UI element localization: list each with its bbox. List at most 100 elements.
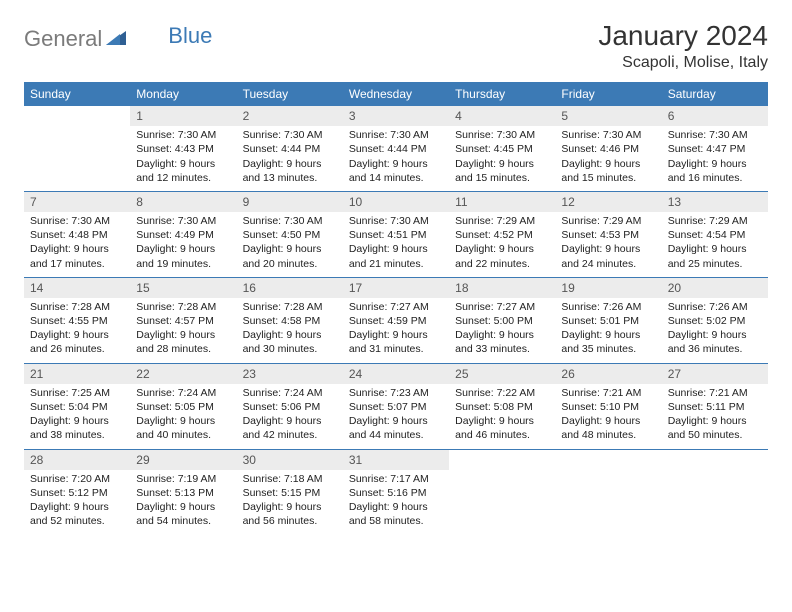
- sunset-text: Sunset: 4:46 PM: [561, 142, 655, 156]
- day-cell: 6Sunrise: 7:30 AMSunset: 4:47 PMDaylight…: [662, 106, 768, 191]
- logo-text-blue: Blue: [168, 23, 212, 49]
- daylight-text: Daylight: 9 hours and 50 minutes.: [668, 414, 762, 442]
- sunset-text: Sunset: 4:54 PM: [668, 228, 762, 242]
- sunset-text: Sunset: 5:01 PM: [561, 314, 655, 328]
- sunset-text: Sunset: 5:05 PM: [136, 400, 230, 414]
- day-cell: 19Sunrise: 7:26 AMSunset: 5:01 PMDayligh…: [555, 278, 661, 363]
- day-cell: [24, 106, 130, 191]
- daylight-text: Daylight: 9 hours and 16 minutes.: [668, 157, 762, 185]
- day-body: Sunrise: 7:30 AMSunset: 4:46 PMDaylight:…: [555, 126, 661, 191]
- day-body: Sunrise: 7:18 AMSunset: 5:15 PMDaylight:…: [237, 470, 343, 535]
- sunrise-text: Sunrise: 7:28 AM: [136, 300, 230, 314]
- daylight-text: Daylight: 9 hours and 19 minutes.: [136, 242, 230, 270]
- daylight-text: Daylight: 9 hours and 13 minutes.: [243, 157, 337, 185]
- sunset-text: Sunset: 4:59 PM: [349, 314, 443, 328]
- day-number: [24, 106, 130, 126]
- day-number: 11: [449, 192, 555, 212]
- day-cell: 3Sunrise: 7:30 AMSunset: 4:44 PMDaylight…: [343, 106, 449, 191]
- daylight-text: Daylight: 9 hours and 31 minutes.: [349, 328, 443, 356]
- day-cell: 23Sunrise: 7:24 AMSunset: 5:06 PMDayligh…: [237, 364, 343, 449]
- day-body: Sunrise: 7:19 AMSunset: 5:13 PMDaylight:…: [130, 470, 236, 535]
- sunrise-text: Sunrise: 7:30 AM: [30, 214, 124, 228]
- sunrise-text: Sunrise: 7:17 AM: [349, 472, 443, 486]
- sunrise-text: Sunrise: 7:30 AM: [243, 214, 337, 228]
- day-number: 6: [662, 106, 768, 126]
- week-row: 14Sunrise: 7:28 AMSunset: 4:55 PMDayligh…: [24, 278, 768, 364]
- daylight-text: Daylight: 9 hours and 38 minutes.: [30, 414, 124, 442]
- day-number: 21: [24, 364, 130, 384]
- day-body: Sunrise: 7:30 AMSunset: 4:49 PMDaylight:…: [130, 212, 236, 277]
- day-body: Sunrise: 7:30 AMSunset: 4:48 PMDaylight:…: [24, 212, 130, 277]
- sunset-text: Sunset: 4:49 PM: [136, 228, 230, 242]
- day-number: 20: [662, 278, 768, 298]
- day-cell: 29Sunrise: 7:19 AMSunset: 5:13 PMDayligh…: [130, 450, 236, 535]
- day-body: Sunrise: 7:23 AMSunset: 5:07 PMDaylight:…: [343, 384, 449, 449]
- sunrise-text: Sunrise: 7:29 AM: [455, 214, 549, 228]
- sunrise-text: Sunrise: 7:30 AM: [561, 128, 655, 142]
- day-number: 24: [343, 364, 449, 384]
- day-number: 26: [555, 364, 661, 384]
- sunrise-text: Sunrise: 7:27 AM: [349, 300, 443, 314]
- day-number: 2: [237, 106, 343, 126]
- sunset-text: Sunset: 5:12 PM: [30, 486, 124, 500]
- day-cell: 1Sunrise: 7:30 AMSunset: 4:43 PMDaylight…: [130, 106, 236, 191]
- day-cell: [555, 450, 661, 535]
- day-cell: 22Sunrise: 7:24 AMSunset: 5:05 PMDayligh…: [130, 364, 236, 449]
- sunrise-text: Sunrise: 7:21 AM: [561, 386, 655, 400]
- sunrise-text: Sunrise: 7:30 AM: [349, 214, 443, 228]
- day-cell: 13Sunrise: 7:29 AMSunset: 4:54 PMDayligh…: [662, 192, 768, 277]
- sunrise-text: Sunrise: 7:24 AM: [136, 386, 230, 400]
- sunrise-text: Sunrise: 7:30 AM: [455, 128, 549, 142]
- sunset-text: Sunset: 4:44 PM: [243, 142, 337, 156]
- daylight-text: Daylight: 9 hours and 35 minutes.: [561, 328, 655, 356]
- day-header-cell: Friday: [555, 82, 661, 106]
- day-number: 17: [343, 278, 449, 298]
- sunset-text: Sunset: 5:10 PM: [561, 400, 655, 414]
- day-number: [449, 450, 555, 470]
- day-cell: 4Sunrise: 7:30 AMSunset: 4:45 PMDaylight…: [449, 106, 555, 191]
- day-number: 30: [237, 450, 343, 470]
- day-cell: [662, 450, 768, 535]
- daylight-text: Daylight: 9 hours and 20 minutes.: [243, 242, 337, 270]
- sunrise-text: Sunrise: 7:26 AM: [561, 300, 655, 314]
- sunrise-text: Sunrise: 7:28 AM: [30, 300, 124, 314]
- day-number: 4: [449, 106, 555, 126]
- sunset-text: Sunset: 4:53 PM: [561, 228, 655, 242]
- sunrise-text: Sunrise: 7:20 AM: [30, 472, 124, 486]
- day-body: Sunrise: 7:25 AMSunset: 5:04 PMDaylight:…: [24, 384, 130, 449]
- day-header-cell: Saturday: [662, 82, 768, 106]
- day-body: Sunrise: 7:30 AMSunset: 4:43 PMDaylight:…: [130, 126, 236, 191]
- day-body: Sunrise: 7:30 AMSunset: 4:44 PMDaylight:…: [343, 126, 449, 191]
- day-body: Sunrise: 7:21 AMSunset: 5:10 PMDaylight:…: [555, 384, 661, 449]
- sunrise-text: Sunrise: 7:22 AM: [455, 386, 549, 400]
- day-body: Sunrise: 7:24 AMSunset: 5:05 PMDaylight:…: [130, 384, 236, 449]
- sunset-text: Sunset: 5:16 PM: [349, 486, 443, 500]
- day-body: Sunrise: 7:28 AMSunset: 4:57 PMDaylight:…: [130, 298, 236, 363]
- day-body: Sunrise: 7:20 AMSunset: 5:12 PMDaylight:…: [24, 470, 130, 535]
- day-body: Sunrise: 7:24 AMSunset: 5:06 PMDaylight:…: [237, 384, 343, 449]
- sunrise-text: Sunrise: 7:30 AM: [136, 214, 230, 228]
- day-number: 5: [555, 106, 661, 126]
- sunrise-text: Sunrise: 7:26 AM: [668, 300, 762, 314]
- day-body: Sunrise: 7:29 AMSunset: 4:53 PMDaylight:…: [555, 212, 661, 277]
- triangle-icon: [106, 29, 126, 50]
- day-body: Sunrise: 7:29 AMSunset: 4:52 PMDaylight:…: [449, 212, 555, 277]
- day-number: 15: [130, 278, 236, 298]
- daylight-text: Daylight: 9 hours and 15 minutes.: [561, 157, 655, 185]
- daylight-text: Daylight: 9 hours and 44 minutes.: [349, 414, 443, 442]
- day-number: 12: [555, 192, 661, 212]
- sunrise-text: Sunrise: 7:30 AM: [349, 128, 443, 142]
- sunrise-text: Sunrise: 7:29 AM: [668, 214, 762, 228]
- day-number: 1: [130, 106, 236, 126]
- day-body: Sunrise: 7:27 AMSunset: 4:59 PMDaylight:…: [343, 298, 449, 363]
- day-body: Sunrise: 7:28 AMSunset: 4:55 PMDaylight:…: [24, 298, 130, 363]
- sunset-text: Sunset: 5:00 PM: [455, 314, 549, 328]
- day-cell: 25Sunrise: 7:22 AMSunset: 5:08 PMDayligh…: [449, 364, 555, 449]
- daylight-text: Daylight: 9 hours and 42 minutes.: [243, 414, 337, 442]
- daylight-text: Daylight: 9 hours and 54 minutes.: [136, 500, 230, 528]
- day-number: 31: [343, 450, 449, 470]
- day-cell: 30Sunrise: 7:18 AMSunset: 5:15 PMDayligh…: [237, 450, 343, 535]
- sunrise-text: Sunrise: 7:27 AM: [455, 300, 549, 314]
- day-number: 29: [130, 450, 236, 470]
- logo: General Blue: [24, 20, 212, 52]
